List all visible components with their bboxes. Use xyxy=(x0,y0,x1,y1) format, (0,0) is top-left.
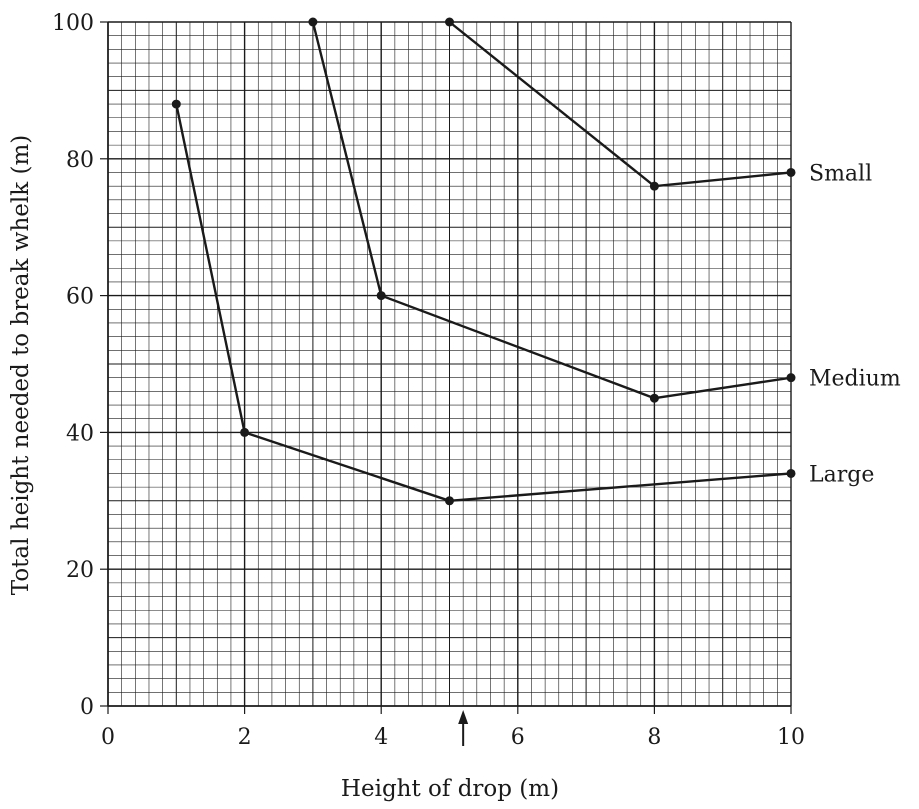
y-tick-label: 20 xyxy=(66,558,94,583)
series-label-small: Small xyxy=(809,161,872,186)
x-tick-label: 8 xyxy=(647,725,661,750)
data-point-medium xyxy=(376,291,386,301)
data-point-medium xyxy=(649,393,659,403)
data-point-medium xyxy=(308,17,318,27)
y-tick-label: 40 xyxy=(66,421,94,446)
series-line-medium xyxy=(311,21,792,400)
series-line-large xyxy=(175,103,792,502)
data-point-medium xyxy=(786,373,796,383)
y-axis-title: Total height needed to break whelk (m) xyxy=(8,135,34,595)
data-point-small xyxy=(445,17,454,27)
x-tick-label: 6 xyxy=(511,725,525,750)
data-point-large xyxy=(171,99,181,109)
grid xyxy=(107,21,792,707)
y-tick-label: 60 xyxy=(66,285,94,310)
x-tick-label: 10 xyxy=(777,725,805,750)
x-tick-labels: 0 2 4 6 8 10 xyxy=(101,706,805,750)
data-point-large xyxy=(786,468,796,478)
arrow-head xyxy=(458,710,469,724)
axes xyxy=(107,22,791,707)
annotations xyxy=(458,710,469,746)
data-point-small xyxy=(786,167,796,177)
y-tick-label: 100 xyxy=(52,11,94,36)
series-group: Small Medium Large xyxy=(171,17,901,506)
x-tick-label: 0 xyxy=(101,725,115,750)
y-tick-label: 0 xyxy=(80,695,94,720)
data-point-large xyxy=(445,496,454,506)
x-axis-title: Height of drop (m) xyxy=(341,776,559,802)
x-tick-label: 4 xyxy=(374,725,388,750)
data-point-large xyxy=(240,427,250,437)
x-tick-label: 2 xyxy=(238,725,252,750)
data-point-small xyxy=(649,181,659,191)
series-label-medium: Medium xyxy=(809,367,901,392)
series-label-large: Large xyxy=(809,462,874,487)
y-tick-label: 80 xyxy=(66,148,94,173)
y-tick-labels: 0 20 40 60 80 100 xyxy=(52,11,108,720)
